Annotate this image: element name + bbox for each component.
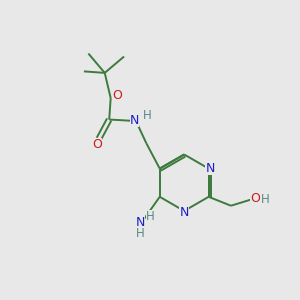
Text: O: O [92,138,102,151]
Text: N: N [130,114,139,127]
Text: O: O [112,89,122,102]
Text: N: N [206,162,215,175]
Text: N: N [179,206,189,219]
Text: H: H [143,109,152,122]
Text: H: H [261,193,269,206]
Text: H: H [136,227,145,240]
Text: N: N [136,216,145,229]
Text: O: O [250,192,260,205]
Text: H: H [146,210,154,223]
